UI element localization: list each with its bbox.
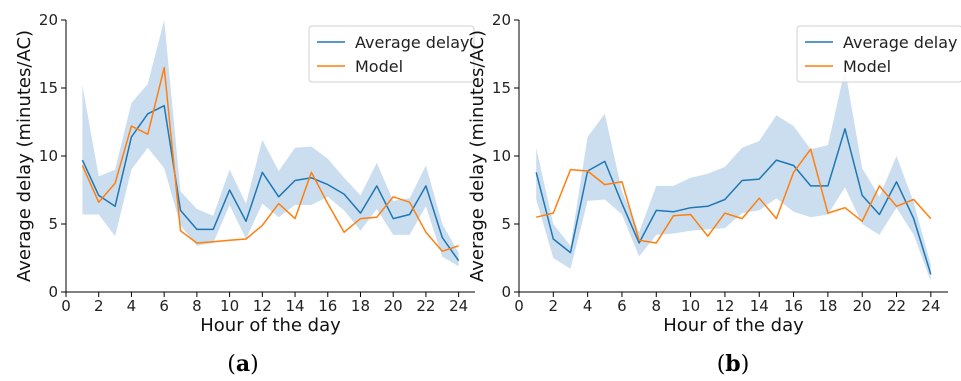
series-line-model: [536, 148, 932, 244]
x-tick-label: 18: [351, 297, 370, 315]
x-tick-label: 0: [514, 297, 524, 315]
panel-label: (a): [227, 351, 258, 377]
x-tick-label: 6: [159, 297, 169, 315]
panel-paren-close: ): [741, 352, 750, 377]
panel-label: (b): [717, 351, 750, 377]
legend-box: [308, 25, 475, 83]
panel-letter: a: [236, 351, 250, 377]
x-tick-label: 16: [318, 297, 337, 315]
legend-box: [796, 25, 961, 83]
y-axis-label: Average delay (minutes/AC): [467, 30, 488, 282]
y-tick-label: 15: [492, 79, 511, 97]
y-tick-label: 0: [48, 283, 58, 301]
x-axis-label: Hour of the day: [663, 315, 804, 336]
panel-letter: b: [725, 351, 740, 377]
panel-paren-open: (: [717, 352, 726, 377]
legend-label: Average delay: [355, 33, 470, 52]
y-axis-label: Average delay (minutes/AC): [14, 30, 35, 282]
x-tick-label: 16: [784, 297, 803, 315]
x-tick-label: 4: [583, 297, 593, 315]
x-tick-label: 24: [921, 297, 940, 315]
x-axis-label: Hour of the day: [200, 315, 341, 336]
x-tick-label: 8: [652, 297, 662, 315]
confidence-band: [536, 69, 931, 282]
y-tick-label: 5: [501, 215, 511, 233]
x-tick-label: 2: [94, 297, 104, 315]
panel-paren-close: ): [250, 352, 259, 377]
y-tick-label: 20: [39, 11, 58, 29]
series-line-average-delay: [81, 104, 460, 262]
x-tick-label: 0: [61, 297, 71, 315]
x-tick-label: 4: [127, 297, 137, 315]
x-tick-label: 12: [715, 297, 734, 315]
x-tick-label: 10: [220, 297, 239, 315]
x-tick-label: 18: [818, 297, 837, 315]
y-tick-label: 10: [492, 147, 511, 165]
x-tick-label: 12: [253, 297, 272, 315]
x-tick-label: 2: [549, 297, 559, 315]
x-tick-label: 10: [681, 297, 700, 315]
x-tick-label: 22: [416, 297, 435, 315]
y-tick-label: 10: [39, 147, 58, 165]
x-tick-label: 20: [853, 297, 872, 315]
x-tick-label: 8: [192, 297, 202, 315]
confidence-band: [82, 20, 459, 267]
y-tick-label: 15: [39, 79, 58, 97]
y-tick-label: 5: [48, 215, 58, 233]
legend-label: Model: [355, 57, 403, 76]
series-line-model: [81, 66, 459, 252]
x-tick-label: 20: [384, 297, 403, 315]
series-line-average-delay: [535, 128, 932, 275]
y-tick-label: 20: [492, 11, 511, 29]
x-tick-label: 14: [285, 297, 304, 315]
legend-label: Model: [843, 57, 891, 76]
legend-label: Average delay: [843, 33, 958, 52]
panel-paren-open: (: [227, 352, 236, 377]
x-tick-label: 24: [449, 297, 468, 315]
x-tick-label: 22: [887, 297, 906, 315]
x-tick-label: 14: [750, 297, 769, 315]
y-tick-label: 0: [501, 283, 511, 301]
x-tick-label: 6: [617, 297, 627, 315]
